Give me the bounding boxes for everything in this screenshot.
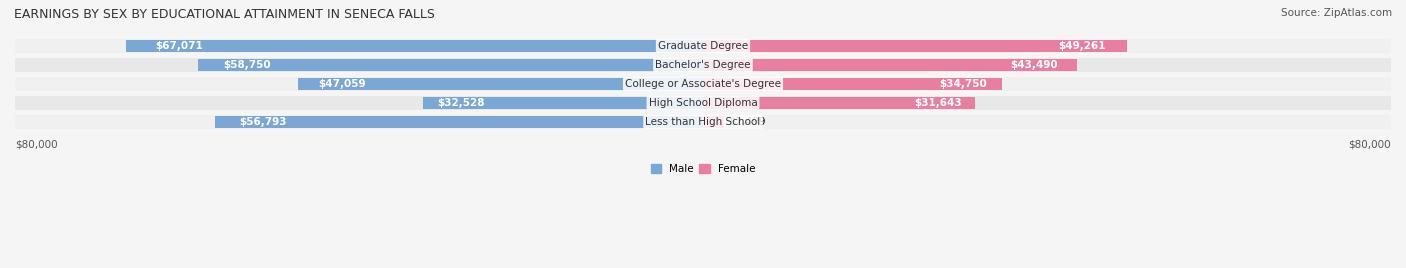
Text: $56,793: $56,793: [239, 117, 287, 127]
Bar: [423, 97, 703, 109]
Text: Source: ZipAtlas.com: Source: ZipAtlas.com: [1281, 8, 1392, 18]
Text: $32,528: $32,528: [437, 98, 485, 108]
Text: $2,499: $2,499: [728, 117, 765, 127]
Bar: [15, 96, 1391, 110]
Legend: Male, Female: Male, Female: [647, 160, 759, 178]
Text: $49,261: $49,261: [1057, 41, 1105, 51]
Bar: [703, 116, 724, 128]
Text: $47,059: $47,059: [319, 79, 366, 89]
Bar: [298, 78, 703, 90]
Text: $34,750: $34,750: [939, 79, 987, 89]
Bar: [703, 59, 1077, 71]
Text: Bachelor's Degree: Bachelor's Degree: [655, 60, 751, 70]
Text: $43,490: $43,490: [1011, 60, 1059, 70]
Text: Graduate Degree: Graduate Degree: [658, 41, 748, 51]
Text: EARNINGS BY SEX BY EDUCATIONAL ATTAINMENT IN SENECA FALLS: EARNINGS BY SEX BY EDUCATIONAL ATTAINMEN…: [14, 8, 434, 21]
Bar: [703, 40, 1126, 52]
Text: High School Diploma: High School Diploma: [648, 98, 758, 108]
Text: College or Associate's Degree: College or Associate's Degree: [626, 79, 780, 89]
Bar: [15, 39, 1391, 53]
Bar: [15, 58, 1391, 72]
Text: Less than High School: Less than High School: [645, 117, 761, 127]
Text: $80,000: $80,000: [15, 140, 58, 150]
Text: $80,000: $80,000: [1348, 140, 1391, 150]
Bar: [703, 78, 1002, 90]
Text: $31,643: $31,643: [914, 98, 962, 108]
Text: $58,750: $58,750: [224, 60, 270, 70]
Text: $67,071: $67,071: [155, 41, 202, 51]
Bar: [198, 59, 703, 71]
Bar: [127, 40, 703, 52]
Bar: [15, 115, 1391, 129]
Bar: [15, 77, 1391, 91]
Bar: [215, 116, 703, 128]
Bar: [703, 97, 976, 109]
